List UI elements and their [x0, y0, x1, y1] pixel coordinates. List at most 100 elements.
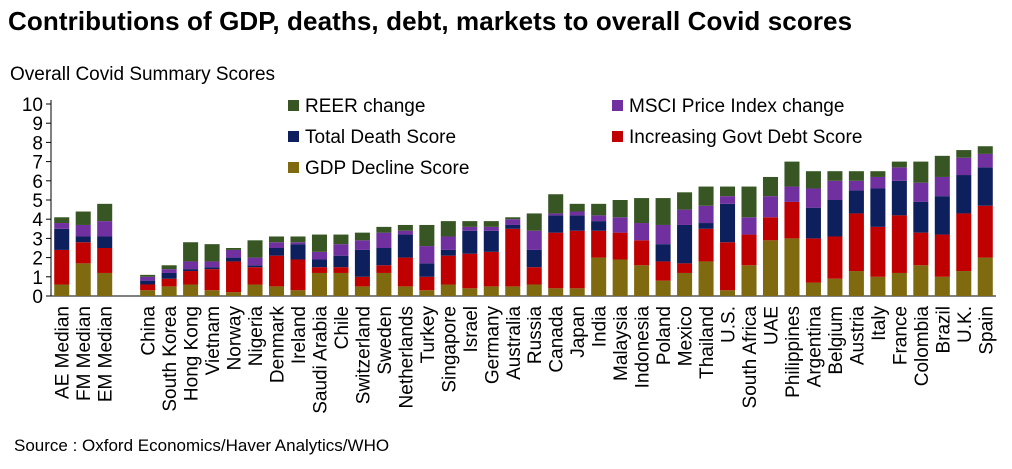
bar-segment: [247, 257, 263, 266]
bar-segment: [483, 221, 499, 227]
bar-segment: [333, 272, 349, 296]
bar-segment: [311, 267, 327, 273]
bar-segment: [226, 261, 242, 293]
bar-segment: [354, 240, 370, 250]
bar-segment: [97, 236, 113, 248]
bar-segment: [247, 284, 263, 296]
bar-segment: [891, 180, 907, 216]
bar-segment: [354, 276, 370, 287]
bar-segment: [419, 224, 435, 247]
bar-segment: [977, 205, 993, 258]
bar-segment: [290, 244, 306, 260]
bar-segment: [655, 224, 671, 245]
bar-segment: [354, 286, 370, 296]
source-note: Source : Oxford Economics/Haver Analytic…: [14, 436, 390, 455]
bar-segment: [612, 232, 628, 260]
bar-segment: [934, 176, 950, 197]
legend-swatch: [288, 131, 299, 142]
bar-segment: [913, 201, 929, 233]
bar-segment: [934, 276, 950, 296]
x-tick-label: Colombia: [912, 306, 933, 387]
bar-segment: [354, 249, 370, 277]
bar-segment: [870, 171, 886, 177]
bar-segment: [612, 200, 628, 218]
bar-segment: [827, 278, 843, 296]
y-tick-label: 4: [32, 210, 43, 231]
bar-segment: [97, 272, 113, 296]
bar-segment: [397, 224, 413, 231]
bar-segment: [183, 242, 199, 262]
bar-segment: [655, 198, 671, 225]
bar-segment: [268, 242, 285, 248]
bar-segment: [75, 242, 91, 264]
x-tick-label: EM Median: [96, 306, 117, 402]
x-tick-label: Chile: [332, 306, 353, 349]
bar-segment: [376, 226, 392, 233]
bar-segment: [805, 238, 821, 283]
x-tick-label: Denmark: [268, 306, 289, 384]
bar-segment: [54, 223, 70, 229]
bar-segment: [54, 217, 70, 224]
bar-segment: [419, 263, 435, 277]
bar-segment: [290, 242, 306, 245]
y-tick-label: 1: [32, 268, 43, 289]
bar-segment: [548, 213, 564, 216]
bar-segment: [548, 215, 564, 233]
bar-segment: [268, 248, 285, 256]
bar-segment: [827, 171, 843, 181]
bar-segment: [569, 230, 585, 289]
x-tick-label: Indonesia: [633, 306, 654, 389]
bar-segment: [698, 261, 714, 296]
bar-segment: [290, 236, 306, 243]
bar-segment: [870, 276, 886, 296]
bar-segment: [762, 217, 779, 241]
bar-segment: [591, 203, 607, 216]
bar-segment: [140, 276, 156, 281]
bar-segment: [655, 261, 671, 281]
bar-segment: [376, 272, 392, 296]
bar-segment: [462, 288, 478, 296]
bar-segment: [848, 180, 864, 191]
bar-segment: [848, 190, 864, 214]
bar-segment: [226, 292, 242, 296]
y-axis-label: Overall Covid Summary Scores: [10, 64, 276, 85]
bar-segment: [440, 236, 456, 250]
bar-segment: [934, 234, 950, 277]
x-tick-label: U.S.: [719, 306, 740, 343]
bar-segment: [311, 259, 327, 268]
bar-segment: [677, 224, 693, 264]
bar-segment: [354, 232, 370, 241]
bar-segment: [440, 284, 456, 296]
x-tick-label: FM Median: [74, 306, 95, 401]
bar-segment: [161, 272, 177, 279]
bar-segment: [762, 240, 779, 296]
bar-segment: [655, 280, 671, 296]
chart-title: Contributions of GDP, deaths, debt, mark…: [8, 6, 853, 36]
y-tick-label: 0: [32, 287, 43, 308]
bar-segment: [204, 261, 220, 268]
bar-segment: [140, 280, 156, 285]
bar-segment: [762, 176, 779, 197]
bar-segment: [591, 257, 607, 296]
bar-segment: [848, 271, 864, 296]
bar-segment: [311, 234, 327, 252]
x-tick-label: Belgium: [826, 306, 847, 375]
bar-segment: [698, 223, 714, 229]
bar-segment: [848, 171, 864, 181]
y-tick-label: 5: [32, 191, 43, 212]
bar-segment: [462, 253, 478, 289]
x-tick-label: Saudi Arabia: [310, 306, 331, 414]
bar-segment: [569, 288, 585, 296]
bar-segment: [591, 230, 607, 258]
bar-segment: [591, 215, 607, 222]
bar-segment: [677, 263, 693, 273]
bar-segment: [419, 246, 435, 264]
bar-segment: [376, 232, 392, 248]
legend-swatch: [288, 100, 299, 111]
bar-segment: [290, 290, 306, 296]
bar-segment: [913, 265, 929, 296]
bar-segment: [161, 269, 177, 273]
x-tick-label: Argentina: [804, 306, 825, 388]
bar-segment: [977, 153, 993, 168]
bar-segment: [75, 263, 91, 296]
